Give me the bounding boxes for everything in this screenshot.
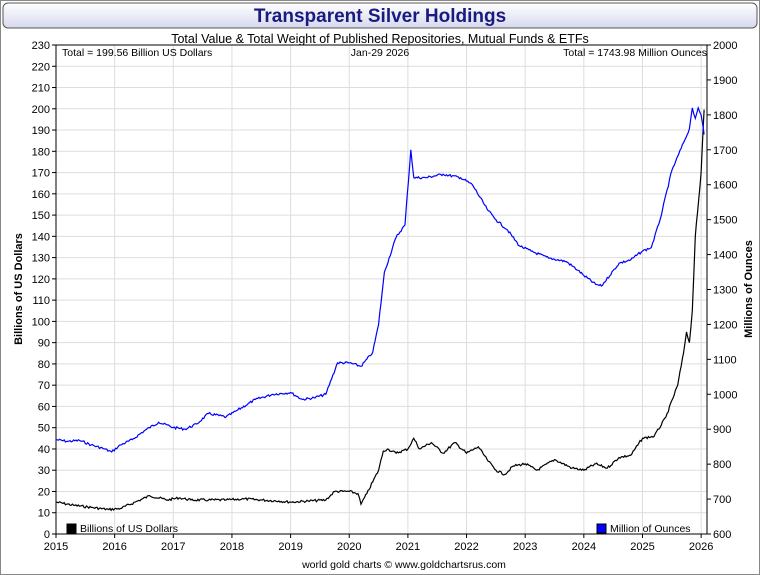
y-left-tick-label: 110 [32, 295, 50, 307]
y-right-tick-label: 1000 [713, 389, 737, 401]
legend-label-ounces: Million of Ounces [610, 523, 691, 535]
y-left-axis: 0 10 20 30 40 50 60 70 80 90 100 110 120 130 140 150 160… [32, 40, 56, 541]
y-right-tick-label: 1400 [713, 250, 737, 262]
x-tick-label: 2020 [337, 541, 361, 553]
y-right-axis: 600 700 800 900 1000 1100 1200 1300 1400 1500 1600… [707, 40, 737, 541]
x-tick-label: 2025 [630, 541, 654, 553]
y-left-tick-label: 160 [32, 189, 50, 201]
y-right-tick-label: 1600 [713, 180, 737, 192]
y-left-tick-label: 0 [44, 529, 50, 541]
series-line-ounces [55, 105, 705, 453]
y-left-tick-label: 190 [32, 125, 50, 137]
y-left-axis-label: Billions of US Dollars [13, 233, 25, 345]
y-right-tick-label: 2000 [713, 40, 737, 52]
chart-subtitle: Total Value & Total Weight of Published … [171, 32, 589, 46]
x-tick-label: 2024 [572, 541, 596, 553]
y-left-tick-label: 40 [38, 444, 50, 456]
x-tick-label: 2018 [220, 541, 244, 553]
stat-total-ounces: Total = 1743.98 Million Ounces [563, 47, 707, 59]
y-right-tick-label: 1500 [713, 215, 737, 227]
series-layer [55, 105, 705, 512]
y-left-tick-label: 100 [32, 316, 50, 328]
y-right-axis-label: Millions of Ounces [743, 240, 755, 338]
y-right-tick-label: 1300 [713, 285, 737, 297]
x-tick-label: 2026 [689, 541, 713, 553]
y-right-tick-label: 1800 [713, 110, 737, 122]
y-left-tick-label: 70 [38, 380, 50, 392]
y-left-tick-label: 120 [32, 274, 50, 286]
y-left-tick-label: 130 [32, 253, 50, 265]
legend-label-usd: Billions of US Dollars [80, 523, 178, 535]
y-left-tick-label: 140 [32, 231, 50, 243]
y-left-tick-label: 200 [32, 104, 50, 116]
x-tick-label: 2022 [454, 541, 478, 553]
y-left-tick-label: 90 [38, 338, 50, 350]
stat-total-usd: Total = 199.56 Billion US Dollars [62, 47, 212, 59]
y-right-tick-label: 1700 [713, 145, 737, 157]
stat-date: Jan-29 2026 [351, 47, 410, 59]
y-left-tick-label: 10 [38, 508, 50, 520]
y-right-tick-label: 700 [713, 494, 731, 506]
legend-swatch-ounces [596, 523, 607, 534]
x-tick-label: 2021 [396, 541, 420, 553]
x-tick-label: 2023 [513, 541, 537, 553]
y-left-tick-label: 60 [38, 401, 50, 413]
y-left-tick-label: 50 [38, 423, 50, 435]
y-right-tick-label: 900 [713, 424, 731, 436]
y-left-tick-label: 210 [32, 83, 50, 95]
y-left-tick-label: 30 [38, 465, 50, 477]
y-right-tick-label: 600 [713, 529, 731, 541]
y-right-tick-label: 1200 [713, 319, 737, 331]
x-axis: 2015 2016 2017 2018 2019 2020 2021 2022 2023 2024… [44, 534, 713, 553]
x-tick-label: 2019 [278, 541, 302, 553]
y-right-tick-label: 800 [713, 459, 731, 471]
legend-swatch-usd [66, 523, 77, 534]
chart-title: Transparent Silver Holdings [254, 6, 506, 27]
y-left-tick-label: 150 [32, 210, 50, 222]
x-tick-label: 2017 [161, 541, 185, 553]
legend: Billions of US Dollars Million of Ounces [66, 523, 691, 535]
y-left-tick-label: 180 [32, 146, 50, 158]
y-left-tick-label: 80 [38, 359, 50, 371]
y-left-tick-label: 20 [38, 486, 50, 498]
y-right-tick-label: 1100 [713, 354, 737, 366]
x-tick-label: 2016 [102, 541, 126, 553]
series-line-usd [55, 109, 705, 512]
y-left-tick-label: 220 [32, 61, 50, 73]
y-left-tick-label: 170 [32, 168, 50, 180]
gridlines [55, 44, 707, 535]
footer-credit: world gold charts © www.goldchartsrus.co… [301, 559, 506, 571]
x-tick-label: 2015 [44, 541, 68, 553]
y-left-tick-label: 230 [32, 40, 50, 52]
y-right-tick-label: 1900 [713, 75, 737, 87]
title-bar [2, 2, 758, 29]
